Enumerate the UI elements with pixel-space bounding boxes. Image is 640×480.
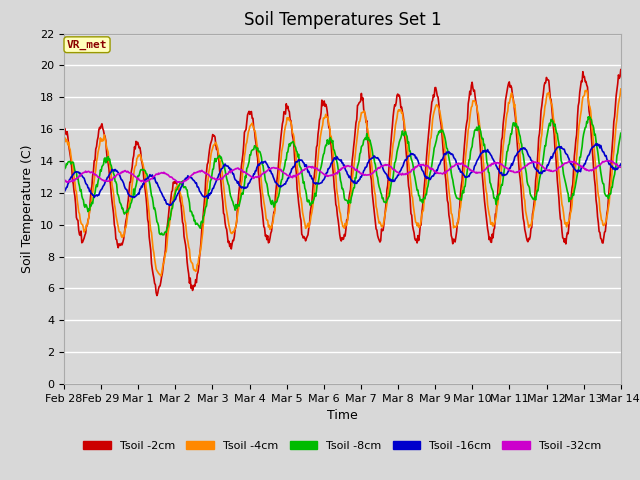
Tsoil -8cm bbox=[185, 196, 193, 202]
Tsoil -4cm bbox=[127, 189, 135, 195]
Tsoil -32cm bbox=[428, 165, 435, 171]
Tsoil -2cm bbox=[185, 271, 193, 277]
Tsoil -2cm bbox=[214, 153, 222, 159]
Tsoil -32cm bbox=[214, 177, 222, 182]
Tsoil -8cm bbox=[70, 164, 78, 169]
Legend: Tsoil -2cm, Tsoil -4cm, Tsoil -8cm, Tsoil -16cm, Tsoil -32cm: Tsoil -2cm, Tsoil -4cm, Tsoil -8cm, Tsoi… bbox=[79, 437, 606, 456]
Tsoil -8cm bbox=[127, 200, 135, 205]
Tsoil -2cm bbox=[153, 293, 161, 299]
Tsoil -16cm bbox=[617, 161, 625, 167]
Tsoil -16cm bbox=[214, 174, 222, 180]
Tsoil -16cm bbox=[70, 170, 78, 176]
Tsoil -8cm bbox=[617, 131, 625, 136]
Tsoil -8cm bbox=[159, 232, 167, 238]
Tsoil -2cm bbox=[127, 168, 135, 174]
Line: Tsoil -16cm: Tsoil -16cm bbox=[64, 144, 621, 205]
Tsoil -8cm bbox=[411, 174, 419, 180]
Tsoil -4cm bbox=[157, 273, 164, 279]
Line: Tsoil -4cm: Tsoil -4cm bbox=[64, 89, 621, 276]
Line: Tsoil -8cm: Tsoil -8cm bbox=[64, 117, 621, 235]
Tsoil -16cm bbox=[185, 175, 193, 180]
Tsoil -16cm bbox=[127, 193, 135, 199]
Text: VR_met: VR_met bbox=[67, 40, 108, 50]
Tsoil -32cm bbox=[70, 178, 78, 184]
Tsoil -2cm bbox=[411, 236, 419, 241]
Tsoil -8cm bbox=[214, 154, 222, 160]
Line: Tsoil -32cm: Tsoil -32cm bbox=[64, 161, 621, 182]
Tsoil -2cm bbox=[428, 107, 435, 113]
Tsoil -4cm bbox=[70, 174, 78, 180]
Tsoil -16cm bbox=[428, 175, 435, 180]
Tsoil -32cm bbox=[617, 164, 625, 170]
Tsoil -16cm bbox=[166, 203, 173, 208]
Tsoil -8cm bbox=[60, 168, 68, 174]
Tsoil -32cm bbox=[185, 176, 193, 181]
Tsoil -16cm bbox=[60, 189, 68, 195]
Tsoil -8cm bbox=[584, 114, 592, 120]
Tsoil -32cm bbox=[179, 180, 186, 185]
Tsoil -4cm bbox=[60, 141, 68, 146]
Tsoil -4cm bbox=[411, 214, 419, 219]
Tsoil -2cm bbox=[60, 127, 68, 132]
Tsoil -4cm bbox=[214, 149, 222, 155]
Tsoil -2cm bbox=[617, 67, 625, 72]
Tsoil -4cm bbox=[185, 244, 193, 250]
Tsoil -4cm bbox=[428, 135, 435, 141]
Tsoil -32cm bbox=[411, 164, 419, 170]
Tsoil -4cm bbox=[617, 86, 625, 92]
Tsoil -8cm bbox=[428, 167, 435, 173]
Line: Tsoil -2cm: Tsoil -2cm bbox=[64, 70, 621, 296]
Tsoil -2cm bbox=[70, 189, 78, 194]
Tsoil -16cm bbox=[411, 152, 419, 158]
X-axis label: Time: Time bbox=[327, 409, 358, 422]
Title: Soil Temperatures Set 1: Soil Temperatures Set 1 bbox=[244, 11, 441, 29]
Y-axis label: Soil Temperature (C): Soil Temperature (C) bbox=[22, 144, 35, 273]
Tsoil -32cm bbox=[60, 178, 68, 183]
Tsoil -16cm bbox=[592, 141, 600, 146]
Tsoil -32cm bbox=[604, 158, 611, 164]
Tsoil -32cm bbox=[127, 171, 135, 177]
